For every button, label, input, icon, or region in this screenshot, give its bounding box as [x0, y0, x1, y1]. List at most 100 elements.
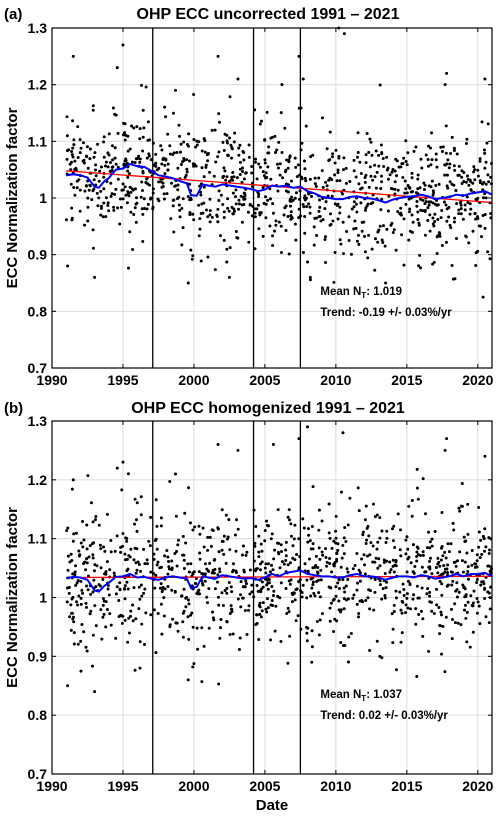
data-point	[146, 120, 150, 124]
data-point	[191, 625, 195, 629]
data-point	[134, 220, 138, 224]
data-point	[327, 502, 331, 506]
data-point	[121, 133, 125, 137]
data-point	[334, 594, 338, 598]
data-point	[399, 554, 403, 558]
data-point	[71, 539, 75, 543]
data-point	[482, 180, 486, 184]
data-point	[79, 596, 83, 600]
data-point	[168, 144, 172, 148]
x-tick-label: 1995	[107, 778, 138, 794]
data-point	[355, 588, 359, 592]
data-point	[341, 252, 345, 256]
data-point	[352, 593, 356, 597]
data-point	[129, 547, 133, 551]
data-point	[157, 199, 161, 203]
data-point	[468, 645, 472, 649]
data-point	[410, 499, 414, 503]
data-point	[365, 554, 369, 558]
data-point	[366, 596, 370, 600]
data-point	[415, 550, 419, 554]
data-point	[93, 151, 97, 155]
data-point	[392, 524, 396, 528]
data-point	[399, 608, 403, 612]
data-point	[91, 104, 95, 108]
data-point	[79, 639, 83, 643]
data-point	[445, 184, 449, 188]
data-point	[154, 498, 158, 502]
data-point	[463, 603, 467, 607]
data-point	[362, 553, 366, 557]
data-point	[405, 570, 409, 574]
data-point	[198, 532, 202, 536]
data-point	[201, 572, 205, 576]
data-point	[221, 604, 225, 607]
data-point	[411, 220, 415, 224]
data-point	[132, 126, 136, 130]
data-point	[398, 548, 402, 552]
data-point	[161, 585, 165, 589]
data-point	[129, 210, 133, 214]
data-point	[385, 536, 389, 540]
data-point	[288, 561, 292, 565]
data-point	[65, 157, 69, 161]
data-point	[213, 587, 217, 591]
data-point	[123, 138, 127, 142]
data-point	[464, 180, 468, 184]
data-point	[240, 203, 244, 207]
data-point	[375, 639, 379, 643]
data-point	[324, 261, 328, 265]
data-point	[197, 588, 201, 592]
data-point	[179, 163, 183, 166]
data-point	[277, 220, 281, 224]
data-point	[254, 525, 258, 529]
data-point	[113, 192, 117, 196]
data-point	[453, 602, 457, 606]
data-point	[380, 150, 384, 154]
data-point	[126, 266, 130, 270]
data-point	[137, 607, 141, 611]
data-point	[451, 579, 455, 583]
data-point	[394, 560, 398, 564]
data-point	[109, 538, 113, 542]
data-point	[196, 647, 200, 651]
data-point	[101, 615, 105, 619]
data-point	[93, 690, 97, 694]
data-point	[204, 165, 208, 169]
data-point	[266, 606, 270, 610]
data-point	[65, 149, 69, 153]
data-point	[68, 560, 72, 564]
data-point	[81, 545, 85, 549]
data-point	[449, 226, 453, 230]
data-point	[170, 559, 174, 563]
data-point	[90, 198, 94, 202]
data-point	[449, 570, 453, 574]
data-point	[132, 586, 136, 590]
data-point	[278, 162, 282, 166]
data-point	[472, 165, 476, 169]
data-point	[168, 152, 172, 156]
data-point	[345, 230, 349, 234]
data-point	[83, 189, 87, 193]
data-point	[109, 623, 113, 627]
data-point	[450, 617, 454, 621]
y-tick-label: 0.8	[28, 707, 48, 723]
data-point	[231, 212, 235, 216]
data-point	[126, 472, 130, 476]
data-point	[368, 137, 372, 141]
data-point	[159, 524, 163, 528]
data-point	[271, 568, 275, 572]
data-point	[385, 227, 389, 231]
data-point	[448, 180, 452, 184]
data-point	[484, 160, 488, 164]
y-tick-label: 0.7	[28, 360, 48, 376]
data-point	[428, 565, 432, 569]
data-point	[444, 556, 448, 560]
data-point	[289, 179, 293, 183]
data-point	[209, 544, 213, 548]
data-point	[408, 207, 412, 211]
data-point	[330, 194, 334, 198]
data-point	[141, 149, 145, 153]
data-point	[421, 617, 425, 621]
data-point	[242, 570, 246, 574]
